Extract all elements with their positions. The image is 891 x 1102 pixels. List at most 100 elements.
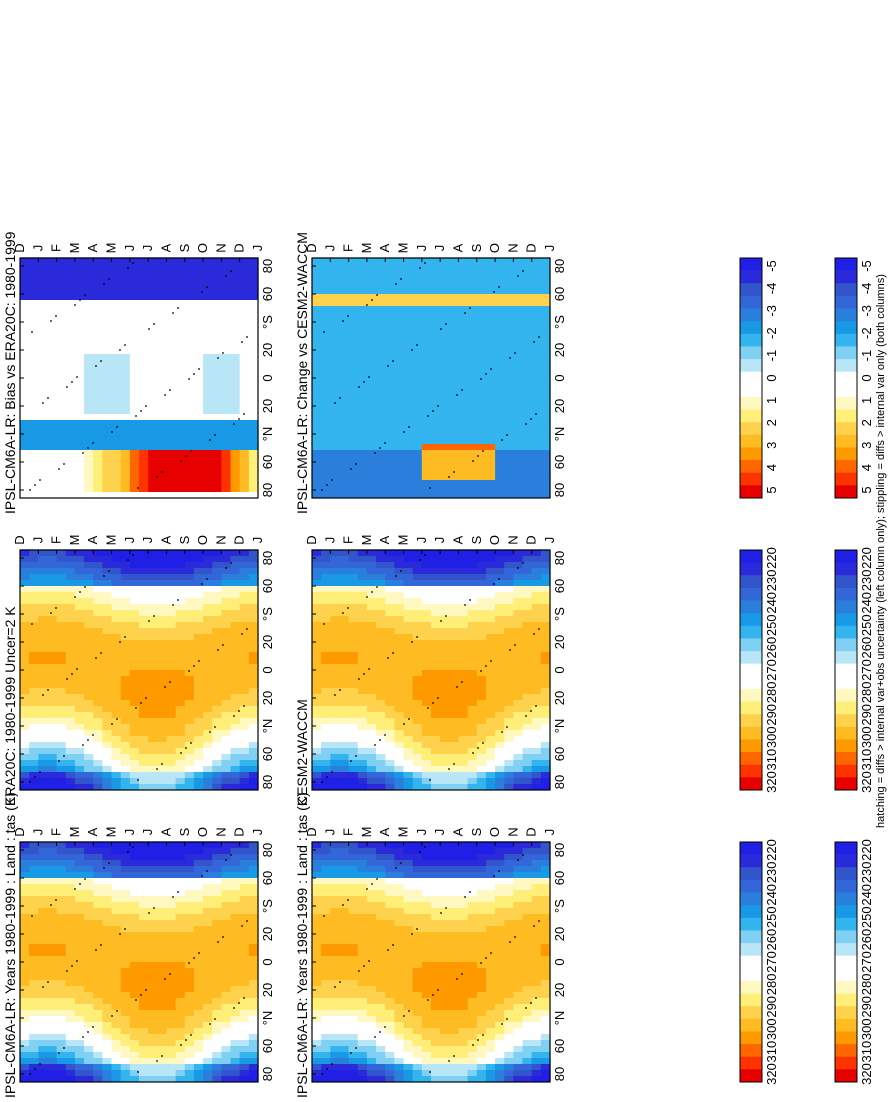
heatmap-cell	[476, 555, 487, 562]
heatmap-cell	[184, 425, 195, 432]
heatmap-cell	[166, 973, 177, 980]
stipple-dot	[127, 851, 129, 853]
heatmap-cell	[458, 771, 469, 778]
heatmap-cell	[385, 1051, 395, 1058]
heatmap-cell	[93, 597, 103, 604]
stipple-dot	[464, 896, 466, 898]
heatmap-cell	[412, 865, 423, 872]
heatmap-cell	[348, 693, 359, 700]
heatmap-cell	[467, 1003, 478, 1010]
heatmap-cell	[239, 943, 250, 950]
heatmap-cell	[166, 717, 177, 724]
heatmap-cell	[47, 961, 58, 968]
heatmap-cell	[93, 455, 103, 462]
heatmap-cell	[166, 1027, 177, 1034]
stipple-dot	[206, 870, 208, 872]
heatmap-cell	[129, 639, 140, 646]
heatmap-cell	[129, 443, 140, 450]
heatmap-cell	[504, 609, 514, 616]
heatmap-cell	[458, 639, 469, 646]
heatmap-cell	[522, 943, 533, 950]
heatmap-cell	[495, 705, 505, 712]
heatmap-cell	[321, 973, 331, 980]
heatmap-cell	[111, 479, 122, 486]
heatmap-cell	[248, 687, 259, 694]
heatmap-cell	[357, 639, 368, 646]
heatmap-cell	[203, 853, 213, 860]
heatmap-cell	[203, 913, 213, 920]
heatmap-cell	[129, 407, 140, 414]
heatmap-cell	[412, 621, 423, 628]
heatmap-cell	[540, 883, 551, 890]
heatmap-cell	[476, 859, 487, 866]
heatmap-cell	[184, 729, 195, 736]
heatmap-cell	[476, 943, 487, 950]
heatmap-cell	[56, 735, 67, 742]
heatmap-cell	[157, 759, 168, 766]
heatmap-cell	[157, 1063, 168, 1070]
stipple-dot	[342, 612, 344, 614]
heatmap-cell	[531, 847, 542, 854]
heatmap-cell	[47, 431, 58, 438]
heatmap-cell	[458, 609, 469, 616]
heatmap-cell	[467, 877, 478, 884]
heatmap-cell	[193, 437, 204, 444]
heatmap-cell	[431, 889, 441, 896]
heatmap-cell	[339, 889, 350, 896]
heatmap-cell	[376, 675, 386, 682]
heatmap-cell	[157, 985, 168, 992]
heatmap-cell	[111, 663, 122, 670]
heatmap-cell	[385, 621, 395, 628]
heatmap-cell	[531, 901, 542, 908]
heatmap-cell	[65, 687, 76, 694]
heatmap-cell	[230, 479, 241, 486]
heatmap-cell	[522, 1075, 533, 1082]
heatmap-cell	[458, 1027, 469, 1034]
heatmap-cell	[421, 699, 432, 706]
heatmap-cell	[376, 1075, 386, 1082]
heatmap-cell	[203, 1021, 213, 1028]
heatmap-cell	[230, 549, 241, 556]
heatmap-cell	[212, 753, 222, 760]
heatmap-cell	[84, 491, 94, 498]
heatmap-cell	[440, 549, 450, 556]
heatmap-cell	[330, 937, 341, 944]
heatmap-cell	[230, 407, 241, 414]
heatmap-cell	[449, 555, 460, 562]
heatmap-cell	[431, 979, 441, 986]
heatmap-cell	[421, 1021, 432, 1028]
heatmap-cell	[56, 759, 67, 766]
heatmap-cell	[485, 663, 496, 670]
heatmap-cell	[203, 865, 213, 872]
heatmap-cell	[312, 753, 322, 760]
heatmap-cell	[495, 621, 505, 628]
heatmap-cell	[357, 955, 368, 962]
heatmap-cell	[230, 889, 241, 896]
heatmap-cell	[56, 913, 67, 920]
heatmap-cell	[38, 573, 49, 580]
heatmap-cell	[157, 1057, 168, 1064]
heatmap-cell	[56, 555, 67, 562]
lat-tick-label: 0	[552, 958, 567, 965]
heatmap-cell	[193, 585, 204, 592]
heatmap-cell	[522, 1051, 533, 1058]
heatmap-cell	[412, 783, 423, 790]
heatmap-cell	[56, 627, 67, 634]
heatmap-cell	[348, 753, 359, 760]
heatmap-cell	[157, 615, 168, 622]
heatmap-cell	[495, 1063, 505, 1070]
heatmap-cell	[56, 425, 67, 432]
heatmap-cell	[440, 1063, 450, 1070]
heatmap-cell	[20, 443, 30, 450]
heatmap-cell	[394, 633, 405, 640]
heatmap-cell	[38, 853, 49, 860]
heatmap-cell	[120, 723, 131, 730]
heatmap-cell	[467, 747, 478, 754]
heatmap-cell	[403, 1009, 414, 1016]
heatmap-cell	[166, 729, 177, 736]
heatmap-cell	[221, 1057, 232, 1064]
heatmap-cell	[184, 473, 195, 480]
heatmap-cell	[403, 937, 414, 944]
heatmap-cell	[230, 1069, 241, 1076]
heatmap-cell	[458, 591, 469, 598]
